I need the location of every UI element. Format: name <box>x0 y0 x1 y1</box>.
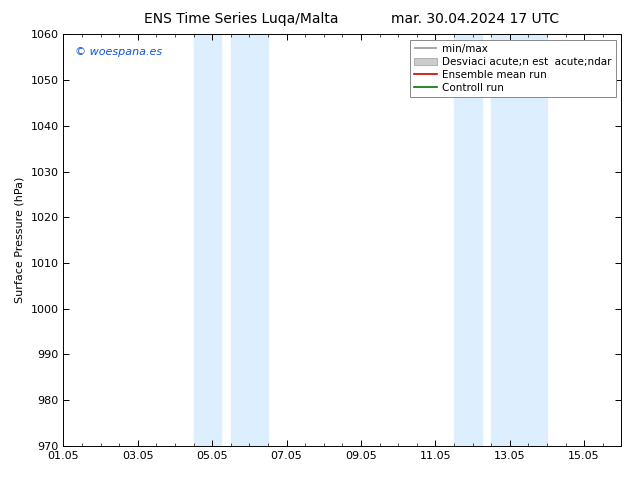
Bar <box>491 34 547 446</box>
Text: ENS Time Series Luqa/Malta: ENS Time Series Luqa/Malta <box>144 12 338 26</box>
Y-axis label: Surface Pressure (hPa): Surface Pressure (hPa) <box>15 177 25 303</box>
Bar <box>193 34 221 446</box>
Bar <box>454 34 482 446</box>
Bar <box>231 34 268 446</box>
Text: mar. 30.04.2024 17 UTC: mar. 30.04.2024 17 UTC <box>391 12 560 26</box>
Legend: min/max, Desviaci acute;n est  acute;ndar, Ensemble mean run, Controll run: min/max, Desviaci acute;n est acute;ndar… <box>410 40 616 97</box>
Text: © woespana.es: © woespana.es <box>75 47 162 57</box>
